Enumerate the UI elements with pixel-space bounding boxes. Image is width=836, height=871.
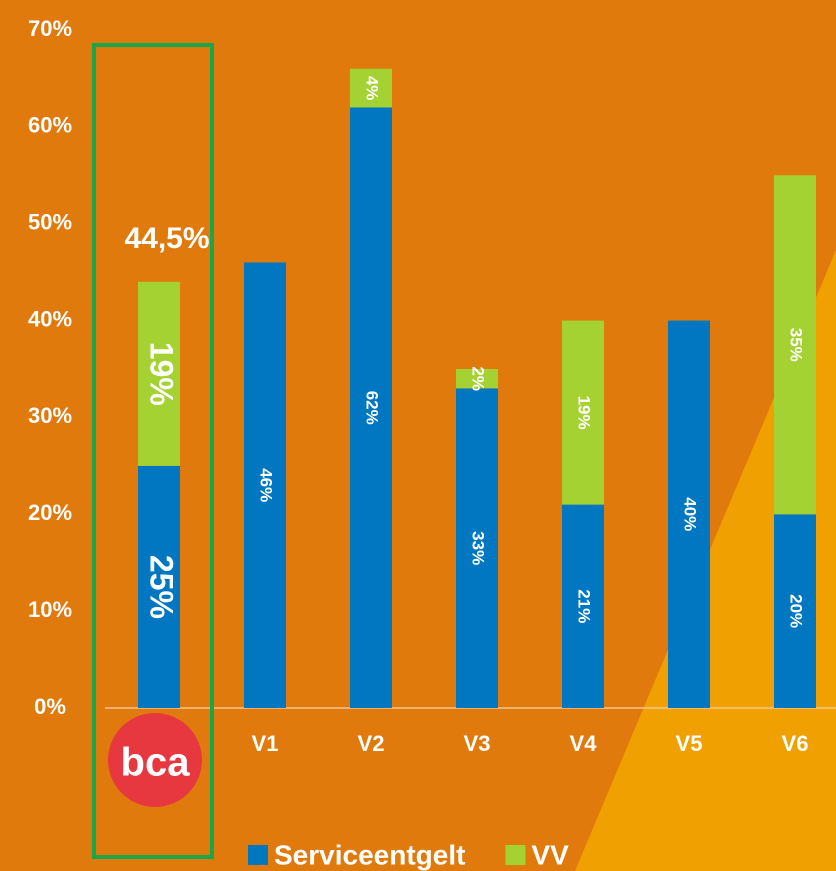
x-tick-label: V1: [252, 731, 279, 756]
logo-text: bca: [121, 741, 191, 785]
data-label: 21%: [575, 589, 594, 623]
y-tick-label: 0%: [34, 694, 66, 719]
bar-segment: [456, 369, 498, 389]
data-label: 25%: [144, 555, 180, 619]
data-label: 40%: [681, 497, 700, 531]
annotation: 44,5%: [124, 222, 209, 255]
bar-segment: [350, 107, 392, 708]
y-tick-label: 70%: [28, 16, 72, 41]
x-tick-label: V5: [676, 731, 703, 756]
x-tick-label: V4: [570, 731, 598, 756]
x-tick-label: V3: [464, 731, 491, 756]
y-tick-label: 10%: [28, 597, 72, 622]
x-tick-label: V2: [358, 731, 385, 756]
bar-segment: [562, 504, 604, 708]
legend-swatch: [505, 845, 526, 865]
y-tick-label: 60%: [28, 113, 72, 138]
bar-segment: [456, 388, 498, 708]
y-tick-label: 20%: [28, 500, 72, 525]
data-label: 4%: [363, 76, 382, 101]
data-label: 46%: [257, 468, 276, 502]
legend-label: Serviceentgelt: [274, 839, 465, 870]
y-tick-label: 50%: [28, 210, 72, 235]
logo: [108, 713, 202, 807]
highlight-box: [92, 43, 214, 859]
data-label: 62%: [363, 391, 382, 425]
data-label: 19%: [575, 396, 594, 430]
bar-segment: [774, 514, 816, 708]
data-label: 2%: [469, 366, 488, 391]
data-label: 33%: [469, 531, 488, 565]
legend-swatch: [248, 845, 268, 865]
bar-segment: [668, 320, 710, 708]
y-tick-label: 30%: [28, 403, 72, 428]
x-tick-label: V6: [782, 731, 809, 756]
legend-label: VV: [531, 839, 569, 870]
bar-segment: [138, 281, 180, 466]
data-label: 19%: [144, 342, 180, 406]
bar-segment: [774, 175, 816, 515]
bar-segment: [138, 465, 180, 708]
bar-segment: [562, 320, 604, 505]
data-label: 20%: [787, 594, 806, 628]
bar-segment: [244, 262, 286, 708]
data-label: 35%: [787, 328, 806, 362]
y-tick-label: 40%: [28, 306, 72, 331]
bar-segment: [350, 68, 392, 108]
